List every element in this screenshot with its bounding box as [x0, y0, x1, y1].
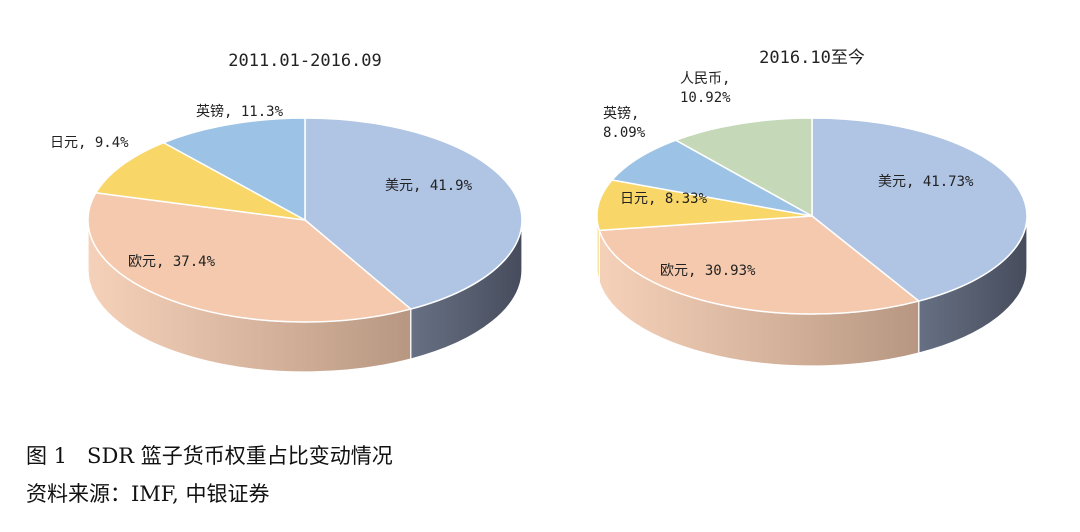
pie-1-label-日元: 日元, 9.4%: [50, 135, 129, 151]
pie-2-label-日元: 日元, 8.33%: [620, 191, 708, 207]
source-caption: 资料来源：IMF, 中银证券: [26, 482, 270, 506]
pie-2-slice-欧元: [598, 215, 921, 315]
pie-1-label-英镑: 英镑, 11.3%: [196, 103, 284, 120]
pie-1-slice-美元: [304, 117, 523, 310]
pie-2-title: 2016.10至今: [759, 48, 865, 68]
pie-1-slice-日元: [94, 141, 306, 221]
pie-2-slice-英镑: [610, 139, 813, 217]
pie-1-title: 2011.01-2016.09: [228, 51, 382, 71]
pie-1-label-欧元: 欧元, 37.4%: [128, 254, 216, 270]
pie-charts: 2011.01-2016.09 美元, 41.9% 欧元, 37.4% 日元, 9.4…: [50, 48, 1028, 373]
pie-2-label-人民币: 人民币, 10.92%: [680, 71, 731, 106]
pie-chart-1: 2011.01-2016.09 美元, 41.9% 欧元, 37.4% 日元, 9.4…: [50, 51, 523, 373]
pie-1-slice-欧元: [87, 191, 413, 323]
pie-2-label-美元: 美元, 41.73%: [878, 174, 974, 190]
figure-caption: 图 1 SDR 篮子货币权重占比变动情况: [26, 444, 393, 468]
pie-1-slice-英镑: [161, 117, 306, 222]
pie-2-slice-人民币: [674, 117, 813, 218]
pie-2-label-英镑: 英镑, 8.09%: [603, 105, 646, 141]
pie-2-label-欧元: 欧元, 30.93%: [660, 263, 756, 279]
pie-2-slice-美元: [811, 117, 1028, 302]
pie-2-slice-日元: [596, 179, 813, 232]
pie-1-label-美元: 美元, 41.9%: [385, 178, 473, 194]
